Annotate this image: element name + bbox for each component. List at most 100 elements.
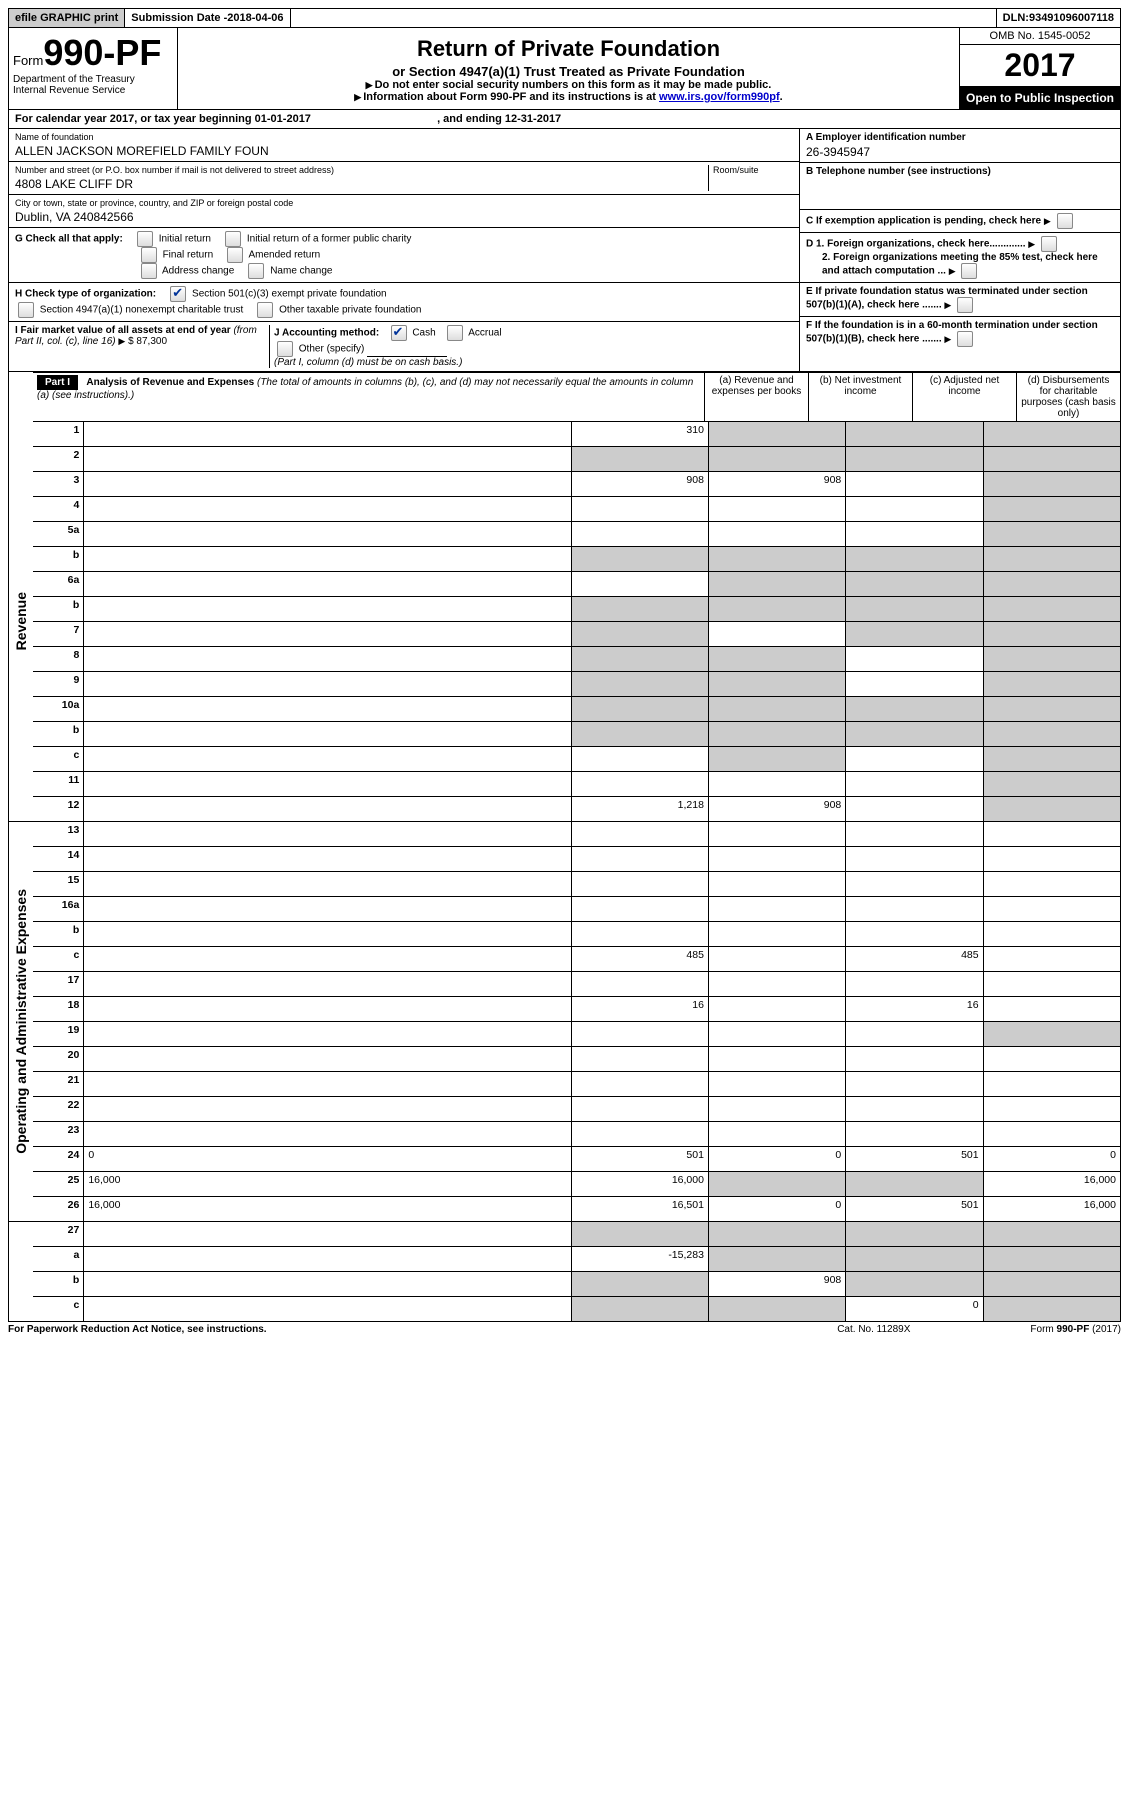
line-description (84, 947, 571, 972)
table-row: 20 (33, 1047, 1121, 1072)
line-number: 26 (33, 1197, 84, 1222)
city-value: Dublin, VA 240842566 (15, 210, 793, 224)
value-cell-d (983, 1097, 1120, 1122)
side-label-expenses: Operating and Administrative Expenses (8, 822, 33, 1222)
chk-4947[interactable] (18, 302, 34, 318)
table-row: b (33, 922, 1121, 947)
line-number: 2 (33, 447, 84, 472)
chk-address-change[interactable] (141, 263, 157, 279)
g-opt-5: Name change (270, 266, 332, 277)
part1-label: Part I (37, 375, 78, 390)
value-cell-d (983, 922, 1120, 947)
value-cell-a (571, 1222, 708, 1247)
chk-501c3[interactable] (170, 286, 186, 302)
value-cell-a (571, 1097, 708, 1122)
line-description (84, 797, 571, 822)
phone-cell: B Telephone number (see instructions) (800, 163, 1120, 210)
value-cell-d (983, 547, 1120, 572)
city-label: City or town, state or province, country… (15, 198, 793, 208)
value-cell-c (846, 822, 983, 847)
inspection-notice: Open to Public Inspection (960, 87, 1120, 109)
irs-link[interactable]: www.irs.gov/form990pf (659, 91, 780, 103)
line-description (84, 822, 571, 847)
table-row: b (33, 597, 1121, 622)
line-number: c (33, 947, 84, 972)
line-number: c (33, 1297, 84, 1322)
value-cell-a (571, 847, 708, 872)
line-number: 4 (33, 497, 84, 522)
chk-final-return[interactable] (141, 247, 157, 263)
chk-f[interactable] (957, 331, 973, 347)
header-right: OMB No. 1545-0052 2017 Open to Public In… (959, 28, 1120, 109)
value-cell-d (983, 447, 1120, 472)
table-row: 3908908 (33, 472, 1121, 497)
line-number: 20 (33, 1047, 84, 1072)
expense-block: Operating and Administrative Expenses 13… (8, 822, 1121, 1222)
chk-accrual[interactable] (447, 325, 463, 341)
value-cell-c (846, 1122, 983, 1147)
form-prefix: Form (13, 53, 43, 68)
f-cell: F If the foundation is in a 60-month ter… (800, 317, 1120, 350)
value-cell-d (983, 747, 1120, 772)
chk-name-change[interactable] (248, 263, 264, 279)
i-amount: $ 87,300 (128, 336, 167, 347)
value-cell-b (708, 922, 845, 947)
value-cell-d (983, 1222, 1120, 1247)
line-description (84, 522, 571, 547)
value-cell-a (571, 572, 708, 597)
value-cell-c: 485 (846, 947, 983, 972)
value-cell-b (708, 1297, 845, 1322)
line-description (84, 1047, 571, 1072)
j-note: (Part I, column (d) must be on cash basi… (274, 357, 462, 368)
g-opt-4: Address change (162, 266, 234, 277)
value-cell-c (846, 1247, 983, 1272)
value-cell-a (571, 922, 708, 947)
line-description (84, 1272, 571, 1297)
side-exp-text: Operating and Administrative Expenses (13, 889, 29, 1154)
chk-other-taxable[interactable] (257, 302, 273, 318)
value-cell-d (983, 847, 1120, 872)
value-cell-a: 16,000 (571, 1172, 708, 1197)
cal-end: 12-31-2017 (505, 113, 561, 125)
value-cell-c (846, 1172, 983, 1197)
line-number: 8 (33, 647, 84, 672)
value-cell-b (708, 1097, 845, 1122)
line-description (84, 572, 571, 597)
page-footer: For Paperwork Reduction Act Notice, see … (8, 1322, 1121, 1337)
chk-initial-former[interactable] (225, 231, 241, 247)
chk-cash[interactable] (391, 325, 407, 341)
chk-amended[interactable] (227, 247, 243, 263)
table-row: 24050105010 (33, 1147, 1121, 1172)
footer-left: For Paperwork Reduction Act Notice, see … (8, 1324, 267, 1335)
chk-d2[interactable] (961, 263, 977, 279)
value-cell-a (571, 1122, 708, 1147)
submission-label: Submission Date - (131, 12, 227, 24)
chk-e[interactable] (957, 297, 973, 313)
value-cell-d (983, 1272, 1120, 1297)
chk-initial-return[interactable] (137, 231, 153, 247)
j-other: Other (specify) (299, 344, 365, 355)
value-cell-a: -15,283 (571, 1247, 708, 1272)
chk-other-method[interactable] (277, 341, 293, 357)
line-number: 6a (33, 572, 84, 597)
value-cell-a: 1,218 (571, 797, 708, 822)
value-cell-d (983, 697, 1120, 722)
side-rev-text: Revenue (13, 592, 29, 650)
value-cell-b (708, 1022, 845, 1047)
table-row: 121,218908 (33, 797, 1121, 822)
value-cell-c: 501 (846, 1147, 983, 1172)
side-spacer-bottom (8, 1222, 33, 1322)
chk-d1[interactable] (1041, 236, 1057, 252)
value-cell-d (983, 947, 1120, 972)
d-cell: D 1. Foreign organizations, check here..… (800, 233, 1120, 283)
line-description (84, 1072, 571, 1097)
value-cell-b (708, 1047, 845, 1072)
value-cell-d (983, 672, 1120, 697)
value-cell-a: 310 (571, 422, 708, 447)
e-cell: E If private foundation status was termi… (800, 283, 1120, 317)
phone-label: B Telephone number (see instructions) (806, 166, 991, 177)
chk-exemption-pending[interactable] (1057, 213, 1073, 229)
table-row: 27 (33, 1222, 1121, 1247)
value-cell-a (571, 1272, 708, 1297)
form-note-2: Information about Form 990-PF and its in… (184, 91, 953, 103)
